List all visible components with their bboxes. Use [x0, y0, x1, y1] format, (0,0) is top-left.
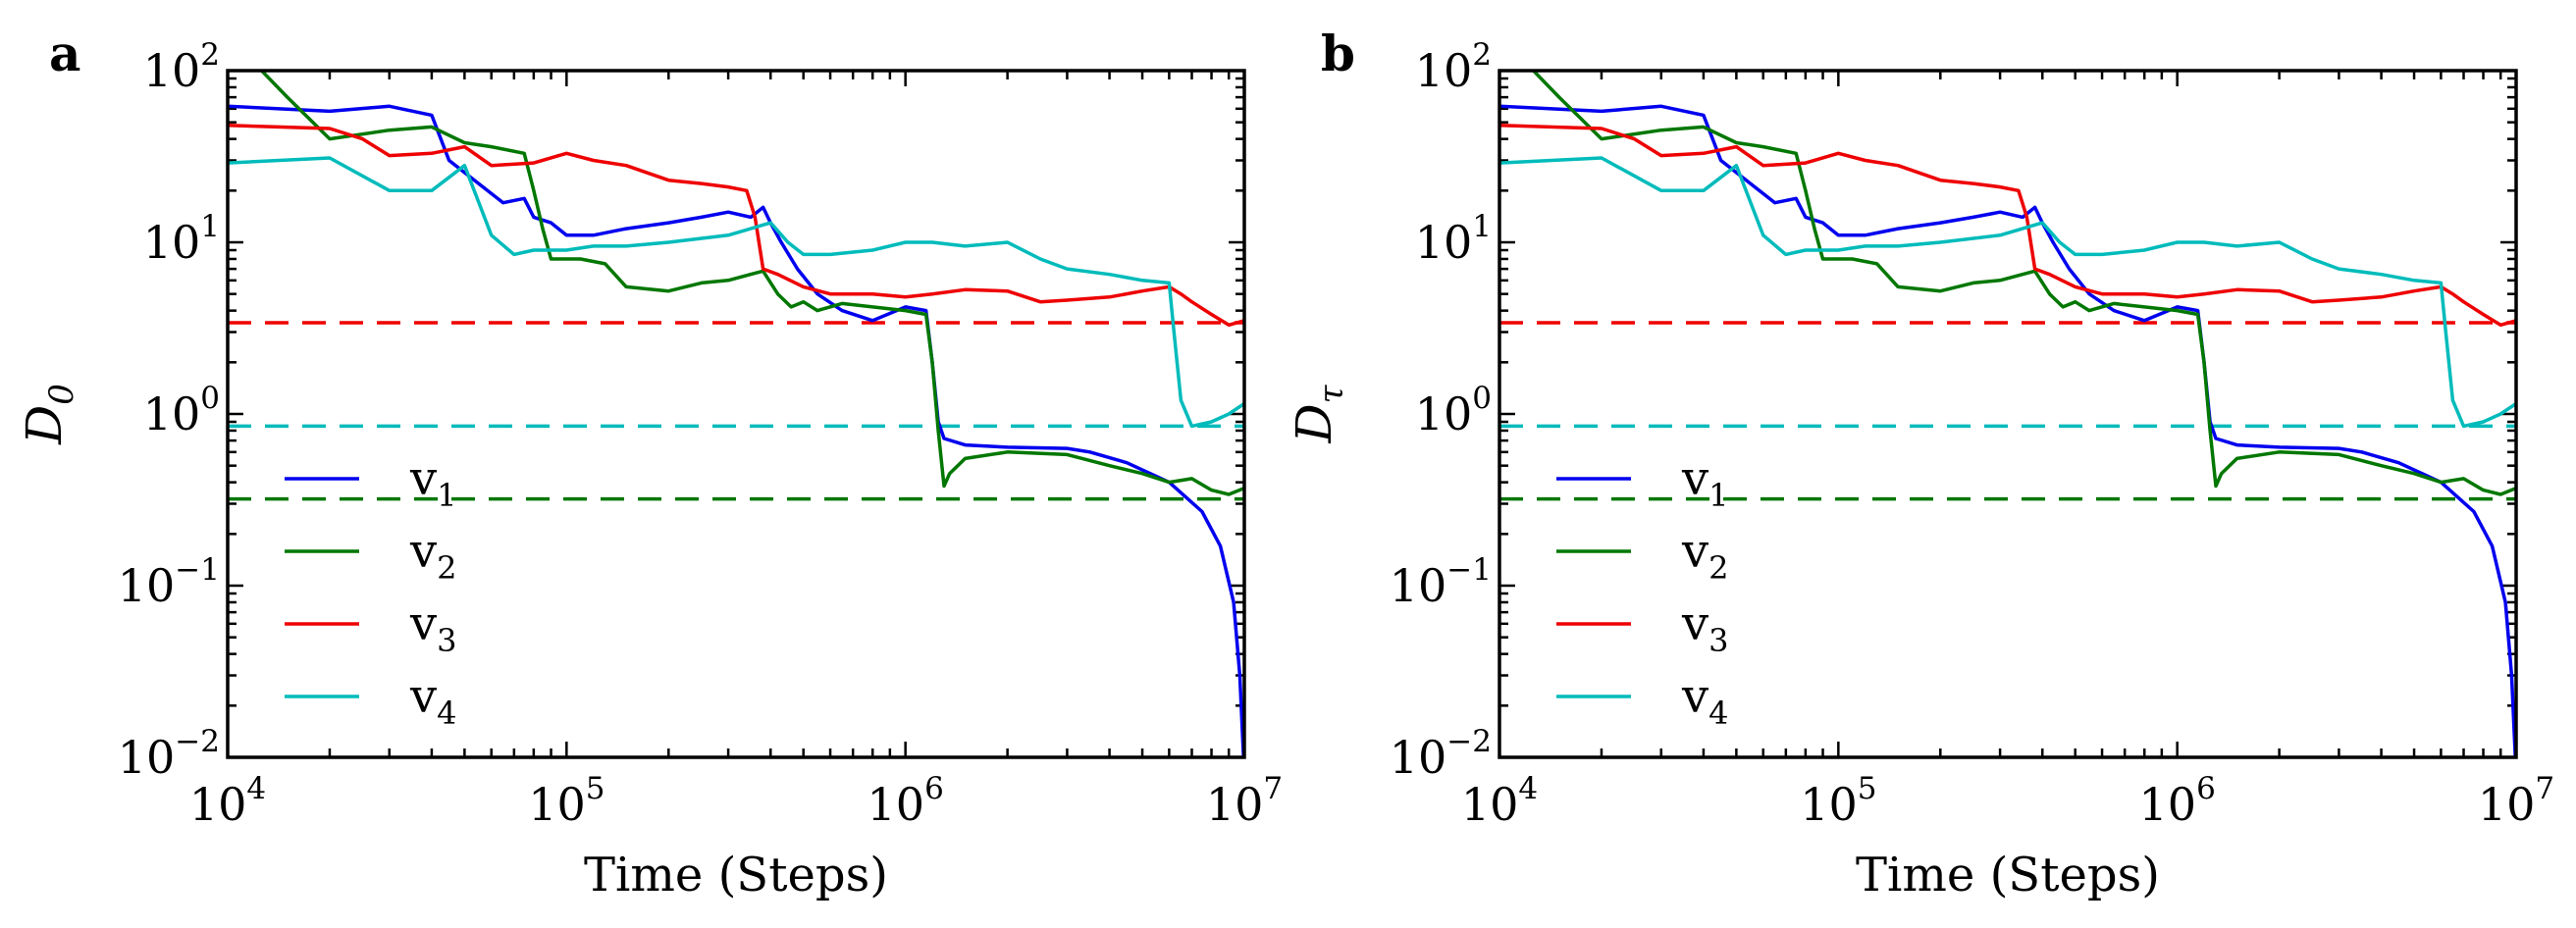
y-tick-label: 10−1: [118, 552, 220, 612]
y-tick-label: 101: [1415, 209, 1492, 269]
y-tick-label: 101: [143, 209, 220, 269]
legend-label: v3: [409, 596, 456, 659]
panel-label: b: [1321, 25, 1355, 82]
legend-label: v1: [409, 451, 456, 514]
panel-b: 104 105 106 107 102 101 100 10−1 10−2 Time (Steps…: [1286, 25, 2554, 902]
series-line-v3: [1499, 124, 2516, 328]
y-tick-label: 102: [1415, 37, 1492, 97]
series-line-v2: [1531, 71, 2516, 496]
series-line-v4: [1499, 156, 2516, 429]
x-tick-label: 106: [2139, 771, 2216, 831]
legend-label: v3: [1681, 596, 1728, 659]
y-tick-label: 102: [143, 37, 220, 97]
x-tick-label: 107: [1206, 771, 1283, 831]
series-line-v2: [259, 71, 1244, 496]
series-line-v1: [1499, 104, 2516, 757]
legend: v1 v2 v3 v4: [285, 451, 456, 732]
series-line-v1: [228, 104, 1244, 757]
legend-label: v1: [1681, 451, 1728, 514]
panel-a: 104 105 106 107 102 101 100 10−1 10−2 Time (Steps…: [16, 25, 1283, 902]
y-tick-label: 10−2: [1390, 724, 1492, 784]
x-tick-label: 106: [867, 771, 944, 831]
plot-frame: [1498, 69, 2518, 759]
y-tick-label: 100: [143, 381, 220, 440]
y-tick-label: 10−2: [118, 724, 220, 784]
x-axis-title: Time (Steps): [584, 848, 888, 902]
x-tick-label: 104: [1461, 771, 1538, 831]
x-axis-title: Time (Steps): [1856, 848, 2160, 902]
series-line-v4: [228, 156, 1244, 429]
axis-ticks: [1498, 71, 2516, 759]
legend-label: v4: [1681, 669, 1728, 732]
plot-frame: [226, 69, 1246, 759]
x-tick-label: 104: [189, 771, 266, 831]
y-axis-title: D0: [16, 384, 81, 445]
legend: v1 v2 v3 v4: [1556, 451, 1728, 732]
y-tick-label: 100: [1415, 381, 1492, 440]
x-tick-label: 107: [2478, 771, 2554, 831]
y-tick-label: 10−1: [1390, 552, 1492, 612]
axis-ticks: [226, 71, 1244, 759]
y-axis-title: Dτ: [1286, 384, 1351, 443]
x-tick-label: 105: [528, 771, 605, 831]
legend-label: v2: [1681, 524, 1728, 587]
legend-label: v2: [409, 524, 456, 587]
series-line-v3: [228, 124, 1244, 328]
x-tick-label: 105: [1800, 771, 1876, 831]
legend-label: v4: [409, 669, 456, 732]
panel-label: a: [49, 25, 80, 82]
